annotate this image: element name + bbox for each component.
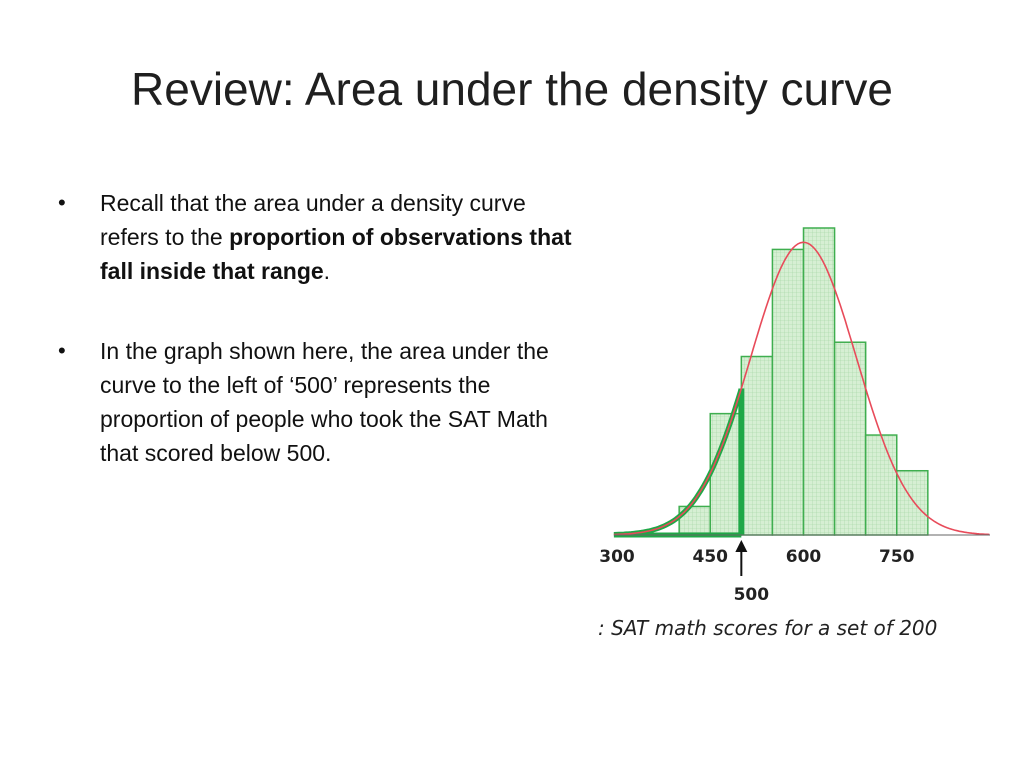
bullet-item: • Recall that the area under a density c… bbox=[58, 186, 578, 288]
bullet-list: • Recall that the area under a density c… bbox=[58, 186, 578, 516]
x-tick-label: 450 bbox=[693, 547, 729, 567]
bullet-text: In the graph shown here, the area under … bbox=[100, 338, 549, 466]
histogram-bar bbox=[740, 355, 774, 536]
bullet-text: Recall that the area under a density cur… bbox=[100, 190, 572, 284]
histogram-bar bbox=[864, 434, 898, 536]
histogram-bar bbox=[771, 248, 805, 536]
arrow-up-icon bbox=[735, 540, 748, 552]
x-tick-label: 600 bbox=[786, 547, 822, 567]
chart-caption: : SAT math scores for a set of 200 bbox=[598, 616, 937, 640]
density-curve bbox=[613, 241, 990, 536]
bold-phrase: proportion of observations that fall ins… bbox=[100, 224, 572, 284]
bullet-dot: • bbox=[58, 338, 66, 363]
bullet-dot: • bbox=[58, 190, 66, 215]
marker-label: 500 bbox=[734, 585, 770, 605]
bullet-item: • In the graph shown here, the area unde… bbox=[58, 334, 578, 470]
histogram-bar bbox=[896, 469, 929, 536]
x-tick-label: 750 bbox=[879, 547, 915, 567]
x-tick-label: 300 bbox=[599, 547, 635, 567]
page-title: Review: Area under the density curve bbox=[131, 63, 893, 115]
histogram-bar bbox=[802, 227, 836, 536]
